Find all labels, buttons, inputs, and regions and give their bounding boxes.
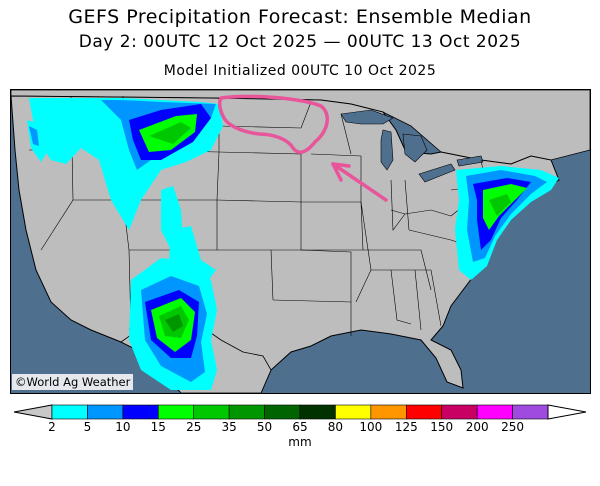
colorbar-swatch	[122, 404, 159, 420]
colorbar-swatch	[193, 404, 230, 420]
colorbar-swatch	[299, 404, 336, 420]
colorbar	[13, 404, 587, 420]
lake-ontario	[456, 155, 484, 167]
colorbar-tick-label: 5	[83, 420, 92, 434]
colorbar-swatch	[512, 404, 549, 420]
colorbar-tick-label: 125	[394, 420, 418, 434]
colorbar-tick-label: 200	[465, 420, 489, 434]
lake-huron	[402, 133, 428, 163]
colorbar-swatch	[51, 404, 88, 420]
colorbar-tick-label: 50	[256, 420, 273, 434]
colorbar-tick-label: 15	[150, 420, 166, 434]
chart-title: GEFS Precipitation Forecast: Ensemble Me…	[68, 6, 532, 28]
colorbar-over-triangle	[547, 404, 587, 420]
colorbar-swatch	[476, 404, 513, 420]
colorbar-tick-label: 100	[359, 420, 383, 434]
lake-erie	[418, 163, 456, 183]
colorbar-under-triangle	[13, 404, 53, 420]
valid-period: Day 2: 00UTC 12 Oct 2025 — 00UTC 13 Oct …	[78, 32, 522, 52]
colorbar-tick-label: 65	[292, 420, 308, 434]
annotation	[217, 94, 388, 202]
init-time: Model Initialized 00UTC 10 Oct 2025	[163, 63, 437, 79]
annotation-circle	[217, 94, 329, 154]
lake-michigan	[380, 129, 394, 171]
colorbar-tick-label: 80	[327, 420, 344, 434]
lake-superior	[340, 109, 394, 125]
precipitation-map	[10, 89, 591, 394]
credit-label: ©World Ag Weather	[12, 374, 134, 390]
colorbar-swatch	[441, 404, 478, 420]
annotation-arrowhead	[331, 162, 351, 182]
colorbar-swatch	[405, 404, 443, 420]
colorbar-tick-label: 25	[186, 420, 202, 434]
colorbar-swatch	[264, 404, 301, 420]
colorbar-swatch	[370, 404, 407, 420]
colorbar-swatch	[228, 404, 265, 420]
precip-eastcoast	[455, 166, 559, 280]
colorbar-tick-label: 250	[501, 420, 525, 434]
colorbar-swatch	[157, 404, 195, 420]
colorbar-swatch	[87, 404, 124, 420]
colorbar-tick-label: 150	[430, 420, 454, 434]
colorbar-swatch	[335, 404, 372, 420]
colorbar-units: mm	[288, 435, 312, 449]
colorbar-tick-label: 10	[115, 420, 131, 434]
colorbar-tick-label: 35	[221, 420, 237, 434]
precip-southwest	[129, 258, 217, 390]
colorbar-tick-label: 2	[48, 420, 56, 434]
annotation-arrow	[331, 162, 388, 202]
